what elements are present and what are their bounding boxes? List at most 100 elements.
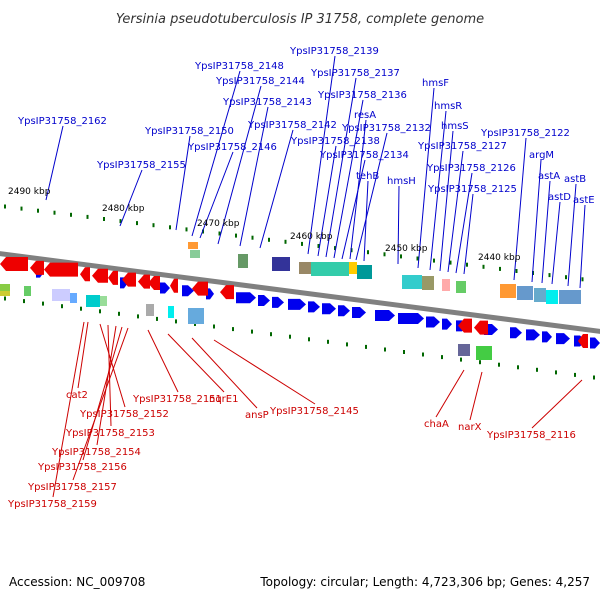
tick-dot [301,241,303,246]
label-leader [551,201,561,285]
forward-gene-label: YpsIP31758_2127 [417,141,507,152]
forward-gene-arrow [338,305,350,317]
feature-block [357,265,372,279]
kbp-tick-label: 2470 kbp [197,219,240,229]
backbone [0,251,600,334]
reverse-gene-label: YpsIP31758_2152 [79,409,169,420]
tick-dot [61,304,63,309]
label-leader [167,333,225,393]
reverse-gene-arrow [0,257,28,271]
tick-dot [152,223,155,228]
label-leader [52,321,85,498]
tick-dot [346,342,348,347]
reverse-gene-label: cat2 [66,390,88,401]
backbone-line [0,251,600,334]
kbp-tick-label: 2460 kbp [290,232,333,242]
forward-gene-arrow [288,298,306,310]
label-leader [119,169,143,227]
forward-gene-label: YpsIP31758_2143 [222,97,312,108]
tick-dot [268,237,270,242]
forward-gene-arrow [542,331,552,343]
forward-gene-arrow [442,318,452,330]
tick-dot [232,327,234,332]
label-leader [447,150,464,273]
label-leader [417,87,435,269]
reverse-gene-arrow [138,274,150,289]
feature-block [500,284,516,298]
label-leader [455,172,473,274]
tick-dot [367,250,369,255]
feature-block [458,344,470,356]
label-leader [191,337,258,409]
label-leader [217,85,262,245]
feature-block [559,290,581,304]
tick-dot [334,246,336,251]
forward-gene-label: hmsH [387,176,416,187]
tick-dot [42,301,44,306]
tick-dot [20,206,23,211]
feature-block [100,296,107,306]
label-leader [541,180,551,284]
tick-dot [80,306,82,311]
reverse-gene-label: ansP [245,410,269,421]
forward-gene-label: resA [354,110,376,121]
kbp-tick-label: 2450 kbp [385,244,428,254]
kbp-tick-label: 2480 kbp [102,204,145,214]
tick-marks [4,204,595,380]
gene-labels: YpsIP31758_2162YpsIP31758_2155YpsIP31758… [7,46,595,510]
tick-dot [289,334,291,339]
label-leader [72,327,129,481]
reverse-gene-arrow [192,281,208,296]
feature-block [456,281,466,293]
reverse-gene-label: nqrE1 [209,394,238,405]
tick-dot [185,227,188,232]
tick-dot [270,332,272,337]
tick-dot [400,254,402,259]
feature-block [476,346,492,360]
tick-dot [284,239,287,244]
feature-block [349,262,357,274]
reverse-gene-arrow [148,275,160,290]
label-leader [363,180,369,262]
forward-gene-label: astB [564,174,586,185]
reverse-gene-arrow [30,260,44,275]
feature-block [402,275,422,289]
reverse-gene-arrow [578,333,588,348]
tick-dot [218,231,221,236]
label-leader [239,106,269,247]
forward-gene-label: tehB [356,171,379,182]
reverse-gene-label: narX [458,422,482,433]
label-leader [147,329,179,393]
forward-gene-label: hmsF [422,78,449,89]
tick-dot [460,357,462,362]
tick-dot [118,311,120,316]
tick-dot [136,221,138,226]
map-title: Yersinia pseudotuberculosis IP 31758, co… [116,12,484,27]
tick-dot [422,352,424,357]
tick-dot [441,355,443,360]
label-leader [397,185,400,265]
reverse-gene-arrow [80,267,90,282]
tick-dot [4,204,6,209]
feature-blocks [0,242,581,360]
label-leader [107,324,112,427]
tick-dot [581,277,584,282]
tick-dot [466,262,468,267]
tick-dot [482,264,485,269]
forward-gene-arrow [398,312,424,324]
reverse-gene-arrow [122,272,136,287]
label-leader [531,379,583,429]
label-leaders [45,55,586,498]
forward-gene-arrow [182,285,194,297]
reverse-gene-arrow [108,270,118,285]
label-leader [333,99,364,259]
tick-dot [433,258,435,263]
label-leader [77,321,89,389]
feature-block [442,279,450,291]
forward-gene-label: YpsIP31758_2139 [289,46,379,57]
tick-dot [251,235,254,240]
label-leader [531,159,542,283]
label-leader [463,193,474,275]
feature-block [188,242,198,249]
